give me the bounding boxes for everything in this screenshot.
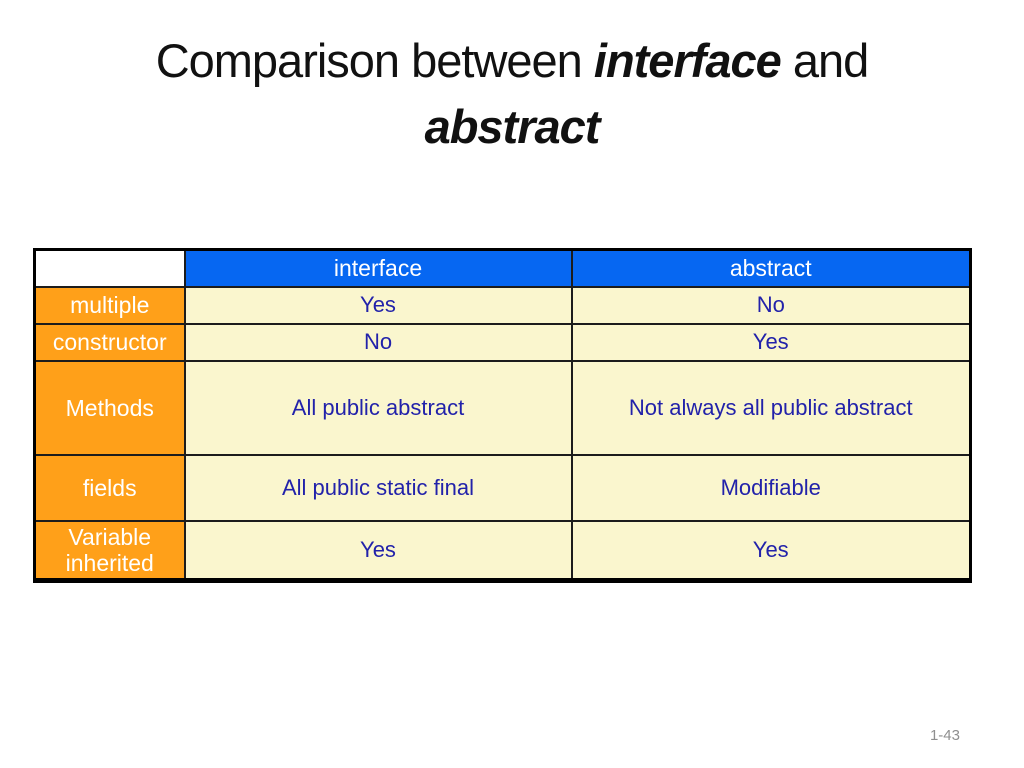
title-emphasis-abstract: abstract [424,100,601,153]
slide-title: Comparison between interface and abstrac… [0,28,1024,160]
table-corner-cell [33,248,186,288]
row-label-constructor: constructor [33,322,186,362]
row-label-fields: fields [33,453,186,522]
table-row: fields All public static final Modifiabl… [33,453,972,522]
column-header-interface: interface [183,248,573,288]
slide-title-line1: Comparison between interface and [0,28,1024,94]
table-row: Variable inherited Yes Yes [33,519,972,581]
title-text-2: and [780,34,869,87]
table-row: Methods All public abstract Not always a… [33,359,972,456]
row-label-multiple: multiple [33,285,186,325]
cell-constructor-abstract: Yes [570,322,972,362]
cell-variable-inherited-abstract: Yes [570,519,972,581]
slide-title-line2: abstract [0,94,1024,160]
cell-variable-inherited-interface: Yes [183,519,573,581]
row-label-variable-inherited: Variable inherited [33,519,186,581]
column-header-abstract: abstract [570,248,972,288]
cell-fields-interface: All public static final [183,453,573,522]
cell-methods-abstract: Not always all public abstract [570,359,972,456]
table-row: multiple Yes No [33,285,972,325]
cell-constructor-interface: No [183,322,573,362]
cell-multiple-abstract: No [570,285,972,325]
title-text-1: Comparison between [155,34,594,87]
cell-fields-abstract: Modifiable [570,453,972,522]
cell-multiple-interface: Yes [183,285,573,325]
table-header-row: interface abstract [33,248,972,288]
page-number: 1-43 [929,727,960,744]
title-emphasis-interface: interface [593,34,782,87]
table-row: constructor No Yes [33,322,972,362]
comparison-table: interface abstract multiple Yes No const… [33,248,972,583]
cell-methods-interface: All public abstract [183,359,573,456]
row-label-methods: Methods [33,359,186,456]
